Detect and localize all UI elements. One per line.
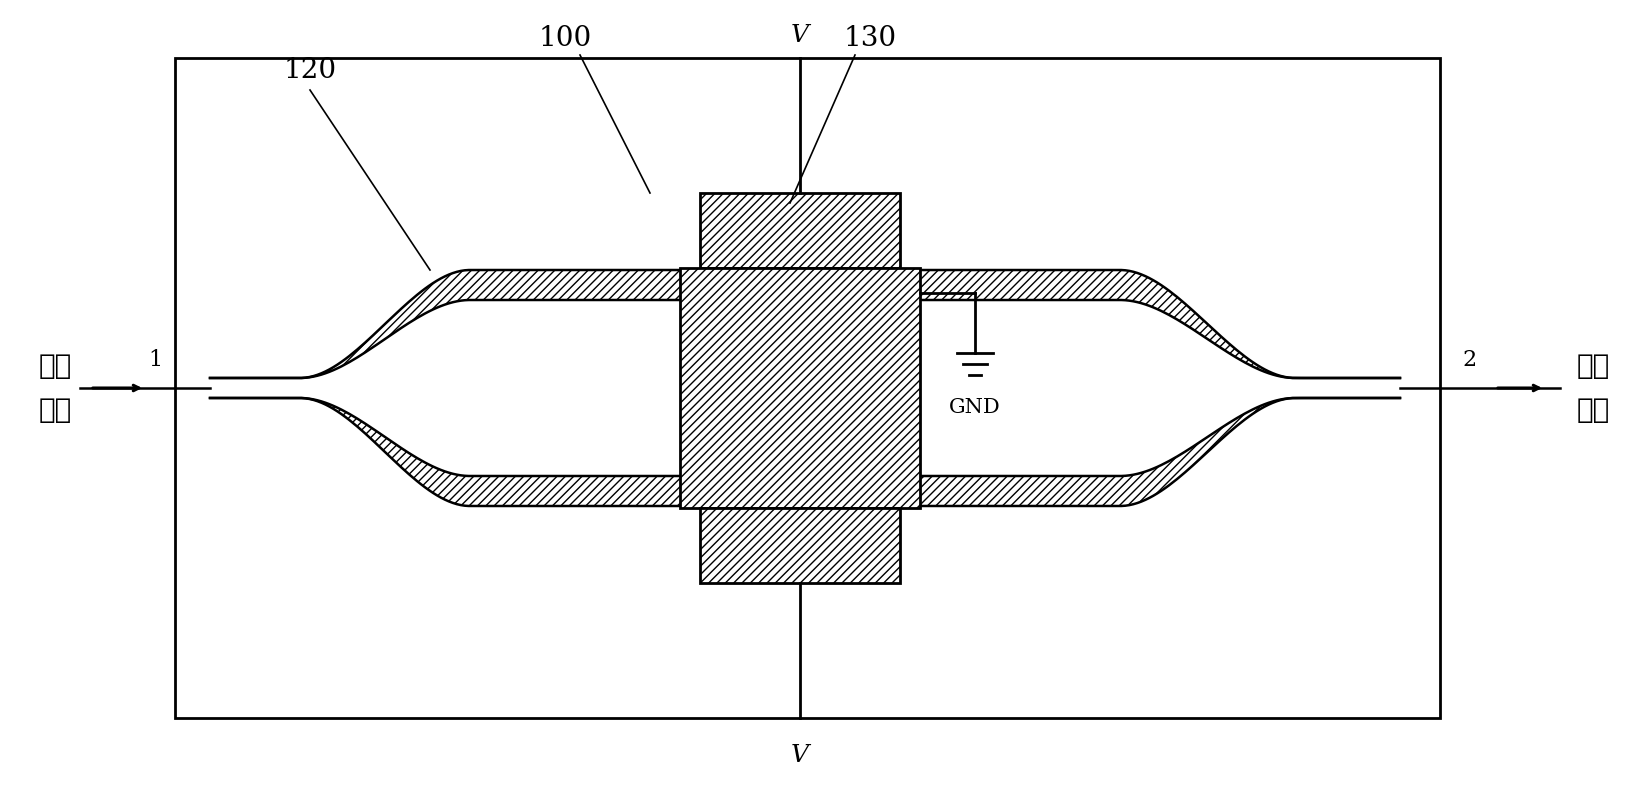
Polygon shape	[210, 270, 1400, 506]
Polygon shape	[210, 300, 1400, 476]
Text: 输出: 输出	[1576, 396, 1609, 424]
Polygon shape	[701, 193, 900, 268]
Polygon shape	[679, 268, 920, 508]
Text: 100: 100	[539, 25, 591, 52]
Text: GND: GND	[949, 398, 1000, 417]
Text: 信号: 信号	[1576, 352, 1609, 380]
Text: 输入: 输入	[38, 396, 72, 424]
Text: V: V	[791, 24, 809, 46]
Text: V: V	[791, 743, 809, 767]
Text: 信号: 信号	[38, 352, 72, 380]
Text: 2: 2	[1463, 349, 1477, 371]
Text: 130: 130	[843, 25, 897, 52]
Polygon shape	[701, 508, 900, 583]
Polygon shape	[210, 270, 1400, 378]
Text: 1: 1	[147, 349, 162, 371]
Polygon shape	[210, 398, 1400, 506]
Text: 120: 120	[283, 57, 337, 84]
